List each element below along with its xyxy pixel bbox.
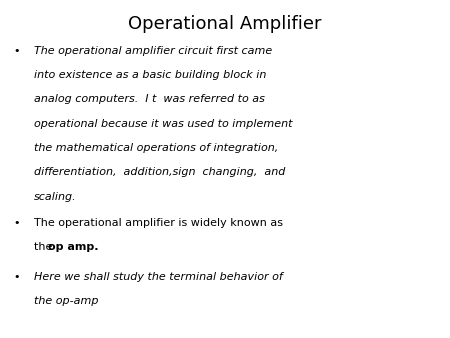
Text: •: •: [14, 46, 20, 56]
Text: op amp.: op amp.: [48, 242, 99, 252]
Text: the mathematical operations of integration,: the mathematical operations of integrati…: [34, 143, 278, 153]
Text: Operational Amplifier: Operational Amplifier: [128, 15, 322, 33]
Text: the: the: [34, 242, 56, 252]
Text: •: •: [14, 218, 20, 228]
Text: The operational amplifier circuit first came: The operational amplifier circuit first …: [34, 46, 272, 56]
Text: into existence as a basic building block in: into existence as a basic building block…: [34, 70, 266, 80]
Text: the op-amp: the op-amp: [34, 296, 98, 307]
Text: operational because it was used to implement: operational because it was used to imple…: [34, 119, 292, 129]
Text: analog computers.  I t  was referred to as: analog computers. I t was referred to as: [34, 94, 265, 104]
Text: scaling.: scaling.: [34, 192, 76, 202]
Text: The operational amplifier is widely known as: The operational amplifier is widely know…: [34, 218, 283, 228]
Text: differentiation,  addition,sign  changing,  and: differentiation, addition,sign changing,…: [34, 167, 285, 177]
Text: Here we shall study the terminal behavior of: Here we shall study the terminal behavio…: [34, 272, 283, 282]
Text: •: •: [14, 272, 20, 282]
